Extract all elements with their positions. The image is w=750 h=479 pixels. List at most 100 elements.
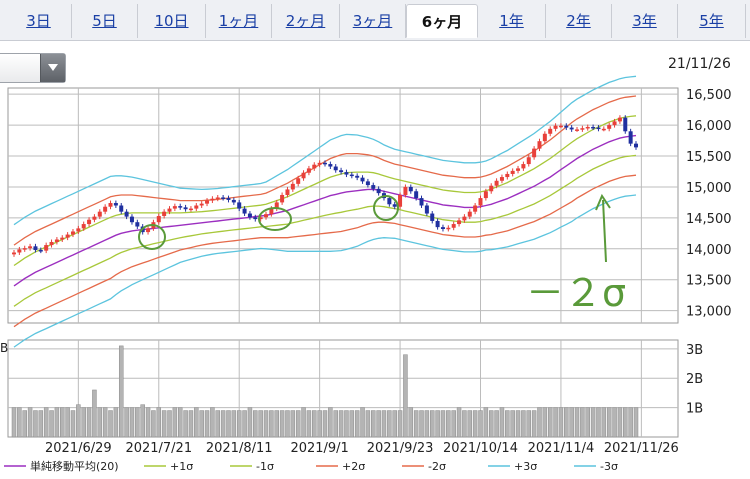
volume-bar bbox=[86, 407, 92, 438]
candle-body bbox=[360, 177, 365, 182]
x-tick-label: 2021/11/4 bbox=[528, 441, 595, 456]
tab-3[interactable]: 1ヶ月 bbox=[206, 4, 272, 38]
candle-body bbox=[76, 228, 81, 232]
tab-2[interactable]: 10日 bbox=[138, 4, 206, 38]
volume-bar bbox=[108, 410, 113, 438]
candle-body bbox=[108, 203, 113, 207]
candle-body bbox=[54, 239, 59, 242]
volume-bar bbox=[569, 407, 574, 438]
volume-bar bbox=[354, 410, 360, 438]
candle-body bbox=[516, 168, 521, 171]
candle-body bbox=[210, 198, 215, 201]
volume-bar bbox=[65, 407, 70, 438]
candle-body bbox=[333, 166, 338, 171]
candle-body bbox=[542, 133, 547, 142]
tab-8[interactable]: 2年 bbox=[546, 4, 612, 38]
volume-bar bbox=[376, 410, 381, 438]
y-tick-label: 14,000 bbox=[686, 243, 732, 258]
indicator-select[interactable] bbox=[0, 53, 66, 83]
volume-bar bbox=[547, 407, 553, 438]
tab-6[interactable]: 6ヶ月 bbox=[406, 4, 478, 38]
volume-bar bbox=[387, 410, 392, 438]
candle-body bbox=[156, 216, 161, 223]
candle-body bbox=[339, 170, 344, 173]
candle-body bbox=[457, 220, 462, 225]
legend-label: 単純移動平均(20) bbox=[30, 459, 119, 473]
candle-body bbox=[440, 227, 445, 229]
volume-bar bbox=[92, 389, 97, 438]
volume-bar bbox=[306, 410, 312, 438]
volume-tick-label: 3B bbox=[686, 343, 703, 358]
candle-body bbox=[355, 175, 360, 178]
candle-body bbox=[113, 203, 118, 206]
candle-body bbox=[135, 222, 140, 227]
volume-bar bbox=[183, 410, 188, 438]
candle-body bbox=[38, 250, 43, 252]
volume-bar bbox=[113, 407, 119, 438]
tab-4[interactable]: 2ヶ月 bbox=[272, 4, 340, 38]
volume-unit-label: B bbox=[0, 341, 8, 355]
volume-bar bbox=[247, 407, 253, 438]
volume-bar bbox=[129, 407, 135, 438]
volume-bar bbox=[596, 407, 601, 438]
candle-body bbox=[617, 117, 622, 122]
volume-bar bbox=[236, 410, 242, 438]
volume-bar bbox=[633, 407, 639, 438]
volume-bar bbox=[204, 410, 210, 438]
band-line-p3 bbox=[13, 75, 637, 226]
candle-body bbox=[376, 188, 381, 194]
volume-bar bbox=[462, 410, 467, 438]
volume-bar bbox=[312, 410, 317, 438]
volume-bar bbox=[451, 410, 456, 438]
x-tick-label: 2021/10/14 bbox=[443, 441, 518, 456]
candle-body bbox=[553, 125, 558, 129]
volume-bar bbox=[242, 410, 247, 438]
tab-9[interactable]: 3年 bbox=[612, 4, 678, 38]
volume-bar bbox=[161, 410, 167, 438]
x-tick-label: 2021/11/26 bbox=[604, 441, 679, 456]
volume-bar bbox=[231, 410, 237, 438]
x-tick-label: 2021/6/29 bbox=[45, 441, 112, 456]
last-date-label: 21/11/26 bbox=[668, 56, 731, 72]
volume-bar bbox=[145, 407, 151, 438]
candle-body bbox=[124, 211, 129, 217]
sma20-line bbox=[13, 134, 637, 287]
volume-bar bbox=[499, 407, 505, 438]
tab-10[interactable]: 5年 bbox=[678, 4, 746, 38]
volume-bar bbox=[172, 407, 178, 438]
volume-bar bbox=[60, 407, 65, 438]
candle-body bbox=[49, 241, 54, 246]
legend-label: -3σ bbox=[600, 460, 618, 473]
candle-body bbox=[607, 125, 612, 129]
volume-bar bbox=[290, 410, 296, 438]
tab-7[interactable]: 1年 bbox=[478, 4, 546, 38]
y-tick-label: 15,000 bbox=[686, 181, 732, 196]
candle-body bbox=[462, 216, 467, 221]
volume-bar bbox=[210, 407, 215, 438]
candle-body bbox=[317, 162, 322, 165]
volume-bar bbox=[446, 410, 451, 438]
tab-0[interactable]: 3日 bbox=[6, 4, 72, 38]
volume-bar bbox=[102, 407, 108, 438]
candle-body bbox=[183, 207, 188, 210]
tab-1[interactable]: 5日 bbox=[72, 4, 138, 38]
candle-body bbox=[172, 206, 177, 209]
volume-bar bbox=[478, 410, 483, 438]
caret-down-icon[interactable] bbox=[40, 54, 65, 82]
candle-body bbox=[205, 200, 210, 204]
candle-body bbox=[499, 177, 504, 181]
candle-body bbox=[489, 185, 494, 192]
tab-5[interactable]: 3ヶ月 bbox=[340, 4, 406, 38]
volume-bar bbox=[472, 410, 478, 438]
candle-body bbox=[575, 129, 580, 131]
volume-bar bbox=[360, 407, 365, 438]
candle-body bbox=[242, 208, 247, 214]
volume-bar bbox=[510, 410, 515, 438]
volume-bar bbox=[49, 410, 54, 438]
volume-bar bbox=[440, 410, 446, 438]
candle-body bbox=[510, 170, 515, 174]
candle-body bbox=[231, 199, 236, 203]
candle-body bbox=[70, 231, 75, 235]
candle-body bbox=[226, 198, 231, 200]
